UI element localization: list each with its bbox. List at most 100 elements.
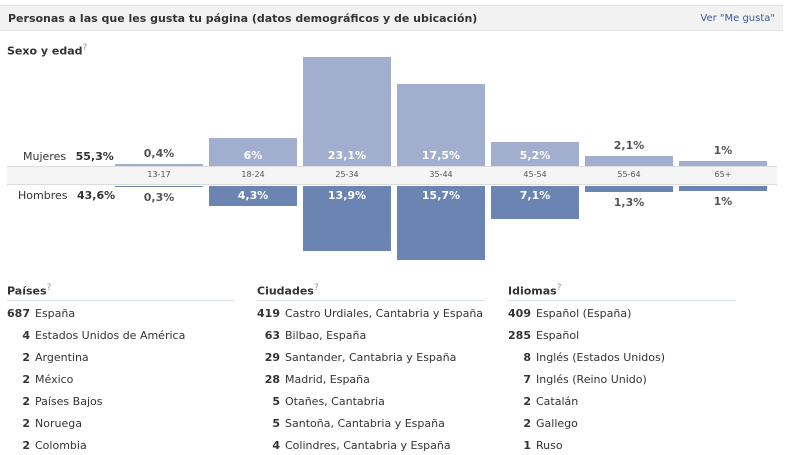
item-label: Inglés (Estados Unidos)	[536, 351, 666, 364]
list-item: 28 Madrid, España	[257, 372, 483, 394]
section-header: Personas a las que les gusta tu página (…	[0, 5, 783, 31]
item-count: 29	[264, 351, 280, 364]
men-bar[interactable]	[679, 186, 767, 191]
item-label: Santoña, Cantabria y España	[285, 417, 445, 430]
item-count: 5	[272, 417, 280, 430]
help-icon[interactable]: ?	[313, 283, 319, 293]
men-bar[interactable]	[397, 186, 485, 260]
item-label: Gallego	[536, 417, 578, 430]
women-value-label: 2,1%	[613, 139, 645, 152]
item-label: Colindres, Cantabria y España	[285, 439, 451, 452]
list-item: 2 México	[7, 372, 185, 394]
men-bar[interactable]	[303, 186, 391, 251]
men-bar[interactable]	[115, 186, 203, 187]
item-label: Madrid, España	[285, 373, 370, 386]
item-count: 2	[22, 417, 30, 430]
item-count: 8	[523, 351, 531, 364]
age-tick-label: 45-54	[523, 170, 547, 179]
women-row-label: Mujeres 55,3%	[23, 150, 114, 163]
men-bar[interactable]	[209, 186, 297, 206]
view-likes-link[interactable]: Ver "Me gusta"	[700, 13, 775, 24]
item-label: México	[35, 373, 74, 386]
list-item: 8 Inglés (Estados Unidos)	[508, 350, 665, 372]
item-label: Español	[536, 329, 580, 342]
women-value-label: 23,1%	[327, 149, 367, 162]
age-tick-label: 35-44	[429, 170, 453, 179]
cities-list: 419 Castro Urdiales, Cantabria y España 63…	[257, 306, 483, 455]
item-label: Países Bajos	[35, 395, 103, 408]
age-tick-label: 13-17	[147, 170, 171, 179]
cities-title: Ciudades?	[257, 283, 319, 298]
list-item: 419 Castro Urdiales, Cantabria y España	[257, 306, 483, 328]
languages-list: 409 Español (España) 285 Español 8 Inglés (Es…	[508, 306, 665, 455]
list-item: 687 España	[7, 306, 185, 328]
age-tick-label: 25-34	[335, 170, 359, 179]
men-value-label: 7,1%	[519, 189, 551, 202]
women-bar[interactable]	[679, 161, 767, 166]
age-tick-label: 18-24	[241, 170, 265, 179]
item-count: 2	[523, 395, 531, 408]
item-count: 4	[22, 329, 30, 342]
item-count: 409	[508, 307, 531, 320]
languages-title-text: Idiomas	[508, 284, 557, 298]
women-total: 55,3%	[75, 150, 114, 163]
gender-age-title: Sexo y edad?	[7, 43, 87, 58]
women-bar[interactable]	[491, 142, 579, 166]
men-value-label: 0,3%	[143, 191, 175, 204]
list-item: 5 Santoña, Cantabria y España	[257, 416, 483, 438]
item-count: 2	[523, 417, 531, 430]
women-value-label: 0,4%	[143, 147, 175, 160]
item-count: 7	[523, 373, 531, 386]
divider	[508, 300, 736, 301]
women-bar[interactable]	[585, 156, 673, 166]
help-icon[interactable]: ?	[46, 283, 52, 293]
section-title: Personas a las que les gusta tu página (…	[8, 12, 478, 25]
women-value-label: 17,5%	[421, 149, 461, 162]
women-value-label: 6%	[243, 149, 263, 162]
item-label: España	[35, 307, 76, 320]
women-value-label: 5,2%	[519, 149, 551, 162]
women-label: Mujeres	[23, 150, 67, 163]
list-item: 2 Gallego	[508, 416, 665, 438]
item-label: Castro Urdiales, Cantabria y España	[285, 307, 484, 320]
item-count: 687	[7, 307, 30, 320]
item-label: Ruso	[536, 439, 563, 452]
item-label: Estados Unidos de América	[35, 329, 186, 342]
item-label: Santander, Cantabria y España	[285, 351, 457, 364]
list-item: 2 Catalán	[508, 394, 665, 416]
men-total: 43,6%	[76, 189, 116, 202]
women-value-label: 1%	[713, 144, 733, 157]
item-count: 2	[22, 395, 30, 408]
help-icon[interactable]: ?	[82, 43, 88, 53]
countries-title-text: Países	[7, 284, 47, 298]
item-label: Otañes, Cantabria	[285, 395, 385, 408]
cities-title-text: Ciudades	[257, 284, 314, 298]
help-icon[interactable]: ?	[556, 283, 562, 293]
item-count: 5	[272, 395, 280, 408]
list-item: 7 Inglés (Reino Unido)	[508, 372, 665, 394]
men-label: Hombres	[18, 189, 68, 202]
women-bar[interactable]	[303, 57, 391, 166]
item-label: Bilbao, España	[285, 329, 367, 342]
list-item: 285 Español	[508, 328, 665, 350]
item-count: 419	[257, 307, 280, 320]
men-bar[interactable]	[585, 186, 673, 192]
item-count: 2	[22, 351, 30, 364]
list-item: 409 Español (España)	[508, 306, 665, 328]
list-item: 2 Argentina	[7, 350, 185, 372]
women-bar[interactable]	[209, 138, 297, 166]
men-value-label: 4,3%	[237, 189, 269, 202]
men-value-label: 13,9%	[327, 189, 367, 202]
item-label: Catalán	[536, 395, 579, 408]
men-value-label: 15,7%	[421, 189, 461, 202]
age-axis	[7, 166, 777, 185]
item-count: 1	[523, 439, 531, 452]
divider	[7, 300, 235, 301]
women-bar[interactable]	[115, 164, 203, 166]
countries-title: Países?	[7, 283, 51, 298]
list-item: 63 Bilbao, España	[257, 328, 483, 350]
men-value-label: 1,3%	[613, 196, 645, 209]
women-bar[interactable]	[397, 84, 485, 166]
list-item: 5 Otañes, Cantabria	[257, 394, 483, 416]
men-bar[interactable]	[491, 186, 579, 219]
